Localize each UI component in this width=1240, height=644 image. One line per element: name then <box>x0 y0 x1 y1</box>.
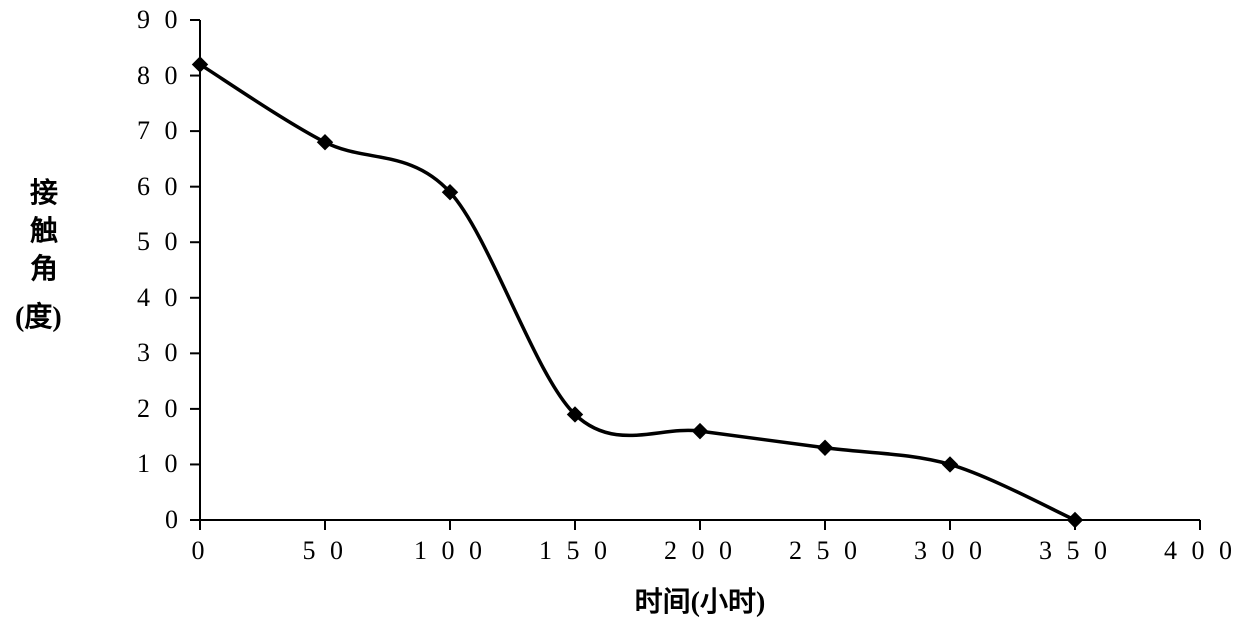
data-marker <box>318 135 333 150</box>
x-tick-label: 3 0 0 <box>914 536 986 566</box>
data-marker <box>818 440 833 455</box>
y-tick-label: 6 0 <box>137 172 182 202</box>
y-tick-label: 2 0 <box>137 394 182 424</box>
x-tick-label: 3 5 0 <box>1039 536 1111 566</box>
x-tick-label: 1 0 0 <box>414 536 486 566</box>
y-axis-label-main: 接触角 <box>30 175 58 288</box>
y-tick-label: 5 0 <box>137 227 182 257</box>
x-tick-label: 5 0 <box>303 536 348 566</box>
y-tick-label: 4 0 <box>137 283 182 313</box>
x-tick-label: 2 0 0 <box>664 536 736 566</box>
x-tick-label: 1 5 0 <box>539 536 611 566</box>
x-tick-label: 0 <box>192 536 209 566</box>
y-tick-label: 1 0 <box>137 449 182 479</box>
x-tick-label: 2 5 0 <box>789 536 861 566</box>
data-marker <box>1068 513 1083 528</box>
data-marker <box>693 424 708 439</box>
x-axis-label: 时间(小时) <box>550 580 850 620</box>
y-tick-label: 9 0 <box>137 5 182 35</box>
y-tick-label: 3 0 <box>137 338 182 368</box>
data-marker <box>943 457 958 472</box>
y-axis-label-unit: (度) <box>15 295 62 335</box>
y-tick-label: 0 <box>165 505 182 535</box>
x-tick-label: 4 0 0 <box>1164 536 1236 566</box>
y-tick-label: 7 0 <box>137 116 182 146</box>
y-tick-label: 8 0 <box>137 61 182 91</box>
series-line <box>200 64 1075 520</box>
